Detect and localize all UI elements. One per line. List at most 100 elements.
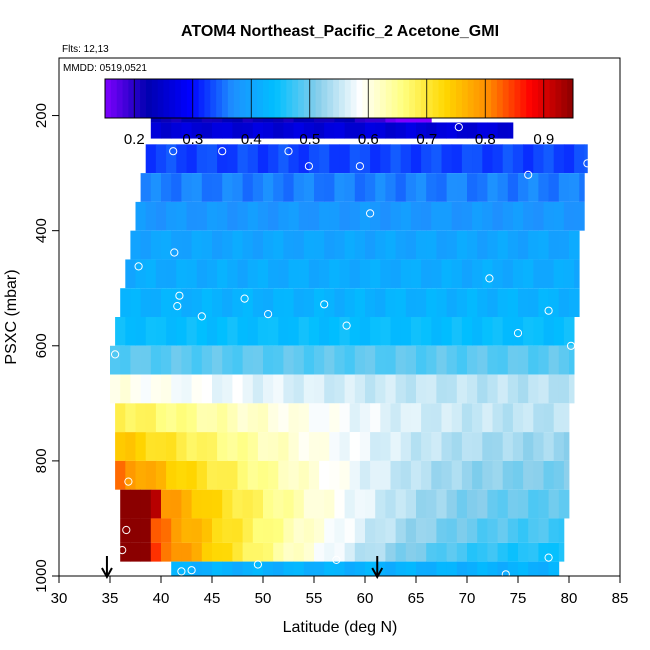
heatmap-cell (405, 230, 417, 260)
heatmap-cell (416, 345, 427, 375)
heatmap-cell (461, 317, 473, 346)
heatmap-cell (538, 374, 549, 404)
heatmap-cell (329, 201, 340, 231)
colorbar-swatch (467, 79, 475, 118)
heatmap-cell (512, 201, 524, 231)
heatmap-cell (344, 230, 356, 260)
heatmap-cell (477, 489, 488, 519)
heatmap-cell (431, 144, 442, 174)
heatmap-cell (110, 345, 121, 375)
heatmap-cell (252, 173, 264, 202)
heatmap-cell (166, 201, 177, 231)
heatmap-cell (334, 288, 345, 317)
heatmap-cell (400, 432, 412, 461)
heatmap-cell (130, 518, 141, 543)
heatmap-cell (324, 542, 335, 562)
heatmap-cell (400, 144, 412, 174)
heatmap-cell (242, 518, 254, 543)
heatmap-cell (390, 144, 402, 174)
heatmap-cell (201, 561, 213, 576)
heatmap-cell (206, 201, 218, 231)
heatmap-cell (354, 345, 366, 375)
heatmap-cell (375, 518, 386, 543)
heatmap-cell (191, 518, 203, 543)
heatmap-cell (273, 173, 284, 202)
heatmap-cell (196, 432, 208, 461)
colorbar-swatch (233, 79, 241, 118)
colorbar-swatch (198, 79, 205, 118)
colorbar-swatch (315, 79, 322, 118)
heatmap-cell (518, 489, 529, 519)
heatmap-cell (257, 317, 269, 346)
heatmap-cell (227, 317, 238, 346)
heatmap-cell (252, 518, 264, 543)
heatmap-cell (558, 489, 570, 519)
heatmap-cell (523, 259, 534, 289)
heatmap-cell (400, 201, 412, 231)
heatmap-cell (135, 460, 147, 490)
heatmap-cell (293, 374, 305, 404)
heatmap-cell (487, 173, 498, 202)
heatmap-cell (150, 374, 162, 404)
heatmap-cell (135, 432, 147, 461)
heatmap-cell (410, 317, 422, 346)
heatmap-cell (563, 317, 575, 346)
heatmap-cell (115, 403, 126, 433)
heatmap-cell (421, 432, 432, 461)
heatmap-cell (456, 230, 468, 260)
heatmap-cell (232, 122, 243, 139)
heatmap-cell (120, 518, 131, 543)
heatmap-cell (176, 403, 187, 433)
heatmap-cell (186, 403, 198, 433)
heatmap-cell (421, 201, 432, 231)
heatmap-cell (283, 374, 294, 404)
colorbar-frame (104, 78, 574, 119)
heatmap-cell (222, 489, 233, 519)
heatmap-cell (344, 345, 356, 375)
observation-marker (173, 302, 182, 311)
heatmap-cell (569, 230, 580, 260)
heatmap-cell (303, 122, 315, 139)
heatmap-cell (217, 201, 228, 231)
heatmap-cell (237, 317, 249, 346)
colorbar-swatch (298, 79, 305, 118)
heatmap-cell (456, 345, 468, 375)
heatmap-cell (467, 542, 478, 562)
colorbar-swatch (145, 79, 153, 118)
heatmap-cell (405, 122, 417, 139)
heatmap-cell (273, 542, 284, 562)
heatmap-cell (252, 288, 264, 317)
heatmap-cell (314, 122, 325, 139)
heatmap-cell (365, 374, 376, 404)
heatmap-cell (329, 460, 340, 490)
heatmap-cell (553, 403, 565, 433)
heatmap-cell (339, 460, 351, 490)
heatmap-cell (487, 561, 498, 576)
heatmap-cell (426, 489, 437, 519)
heatmap-cell (405, 345, 417, 375)
heatmap-cell (283, 122, 294, 139)
heatmap-cell (421, 403, 432, 433)
colorbar: 0.2 0.3 0.4 0.5 0.6 0.7 0.8 0.9 (104, 78, 574, 148)
heatmap-cell (456, 489, 468, 519)
heatmap-cell (319, 259, 330, 289)
observation-marker (524, 170, 533, 179)
heatmap-cell (543, 144, 555, 174)
heatmap-cell (492, 259, 504, 289)
heatmap-cell (232, 374, 243, 404)
heatmap-cell (263, 173, 274, 202)
heatmap-cell (441, 460, 453, 490)
heatmap-cell (482, 460, 493, 490)
heatmap-cell (263, 518, 274, 543)
heatmap-cell (115, 460, 126, 490)
heatmap-cell (446, 542, 458, 562)
heatmap-cell (212, 561, 223, 576)
heatmap-cell (171, 374, 182, 404)
heatmap-cell (354, 122, 366, 139)
heatmap-cell (339, 144, 351, 174)
heatmap-cell (395, 288, 407, 317)
heatmap-cell (171, 230, 182, 260)
heatmap-cell (227, 460, 238, 490)
colorbar-swatch (122, 79, 129, 118)
x-tick-label: 45 (204, 590, 221, 607)
